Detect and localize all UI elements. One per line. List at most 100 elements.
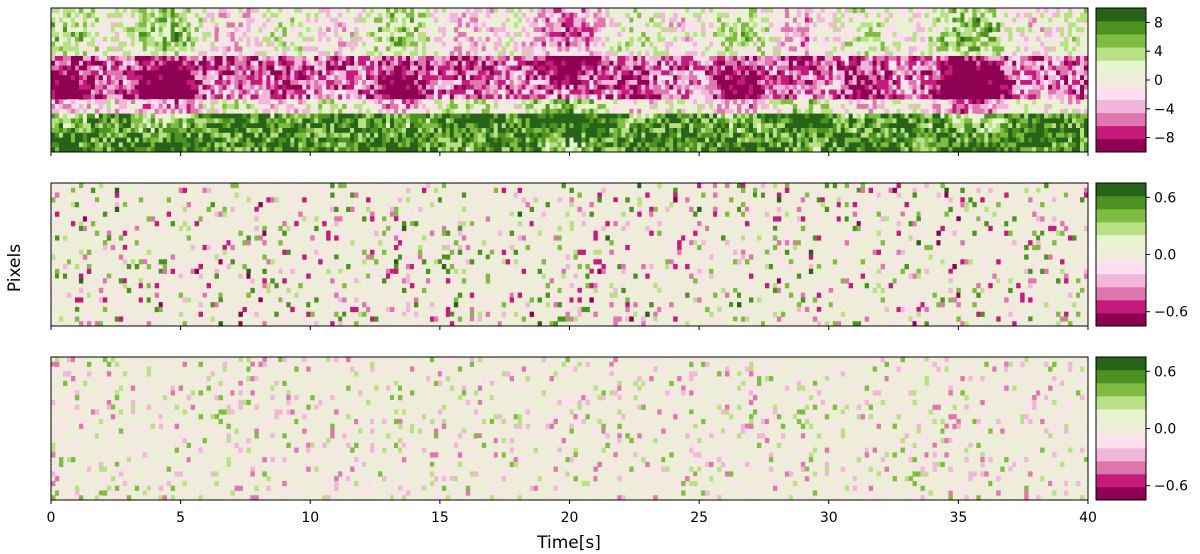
- heatmap-cell: [725, 108, 730, 114]
- heatmap-cell: [266, 36, 271, 42]
- heatmap-cell: [441, 123, 447, 129]
- heatmap-cell: [609, 51, 614, 57]
- heatmap-cell: [717, 32, 722, 38]
- heatmap-cell: [469, 142, 475, 148]
- heatmap-cell: [190, 84, 195, 90]
- heatmap-cell: [326, 36, 331, 42]
- heatmap-cell: [489, 137, 495, 143]
- heatmap-cell: [86, 41, 92, 47]
- heatmap-cell: [489, 108, 495, 114]
- heatmap-cell: [577, 70, 582, 76]
- heatmap-cell: [182, 8, 188, 14]
- heatmap-cell: [218, 132, 223, 138]
- heatmap-cell: [362, 89, 367, 95]
- heatmap-cell: [266, 56, 271, 62]
- heatmap-cell: [310, 12, 315, 18]
- heatmap-cell: [186, 65, 191, 71]
- heatmap-cell: [282, 142, 287, 148]
- heatmap-cell: [697, 75, 702, 81]
- heatmap-cell: [425, 27, 431, 33]
- heatmap-cell: [150, 22, 156, 28]
- heatmap-cell: [362, 118, 367, 124]
- heatmap-cell: [386, 41, 391, 47]
- heatmap-cell: [166, 51, 172, 57]
- heatmap-cell: [545, 132, 550, 138]
- heatmap-cell: [469, 75, 475, 81]
- heatmap-cell: [733, 27, 738, 33]
- heatmap-cell: [764, 104, 770, 110]
- heatmap-cell: [330, 56, 335, 62]
- heatmap-cell: [701, 80, 706, 86]
- heatmap-cell: [537, 65, 542, 71]
- heatmap-cell: [497, 147, 503, 153]
- heatmap-cell: [74, 142, 80, 148]
- heatmap-cell: [768, 8, 774, 14]
- heatmap-cell: [605, 108, 610, 114]
- heatmap-cell: [286, 75, 291, 81]
- heatmap-cell: [138, 128, 144, 134]
- heatmap-cell: [633, 113, 638, 119]
- heatmap-cell: [677, 94, 682, 100]
- heatmap-cell: [62, 12, 68, 18]
- heatmap-cell: [441, 56, 447, 62]
- heatmap-cell: [441, 27, 447, 33]
- heatmap-cell: [82, 17, 88, 23]
- heatmap-cell: [760, 41, 766, 47]
- heatmap-cell: [445, 75, 451, 81]
- heatmap-cell: [405, 123, 411, 129]
- heatmap-cell: [250, 12, 255, 18]
- heatmap-cell: [437, 80, 443, 86]
- heatmap-cell: [346, 108, 351, 114]
- heatmap-cell: [254, 46, 259, 52]
- heatmap-cell: [553, 94, 558, 100]
- heatmap-cell: [158, 70, 164, 76]
- heatmap-cell: [382, 36, 387, 42]
- heatmap-cell: [218, 84, 223, 90]
- heatmap-cell: [772, 89, 778, 95]
- heatmap-cell: [286, 17, 291, 23]
- heatmap-cell: [585, 118, 590, 124]
- heatmap-cell: [286, 118, 291, 124]
- heatmap-cell: [210, 46, 215, 52]
- heatmap-cell: [780, 51, 786, 57]
- heatmap-cell: [370, 65, 375, 71]
- heatmap-cell: [685, 17, 690, 23]
- heatmap-cell: [350, 147, 355, 153]
- heatmap-cell: [768, 118, 774, 124]
- heatmap-cell: [429, 123, 435, 129]
- heatmap-cell: [665, 51, 670, 57]
- heatmap-cell: [114, 142, 120, 148]
- heatmap-cell: [266, 65, 271, 71]
- heatmap-cell: [453, 27, 459, 33]
- heatmap-cell: [366, 51, 371, 57]
- heatmap-cell: [685, 22, 690, 28]
- heatmap-cell: [744, 113, 750, 119]
- heatmap-cell: [637, 147, 642, 153]
- heatmap-cell: [394, 70, 399, 76]
- heatmap-cell: [637, 132, 642, 138]
- heatmap-cell: [302, 142, 307, 148]
- heatmap-cell: [354, 80, 359, 86]
- heatmap-cell: [218, 142, 223, 148]
- heatmap-cell: [461, 118, 467, 124]
- heatmap-cell: [553, 65, 558, 71]
- heatmap-cell: [134, 113, 140, 119]
- heatmap-cell: [238, 46, 243, 52]
- heatmap-cell: [198, 89, 203, 95]
- heatmap-cell: [302, 123, 307, 129]
- heatmap-cell: [242, 128, 247, 134]
- heatmap-cell: [114, 36, 120, 42]
- heatmap-cell: [302, 70, 307, 76]
- heatmap-cell: [138, 36, 144, 42]
- heatmap-cell: [190, 132, 195, 138]
- heatmap-cell: [545, 128, 550, 134]
- heatmap-cell: [461, 12, 467, 18]
- heatmap-cell: [585, 46, 590, 52]
- heatmap-cell: [744, 118, 750, 124]
- heatmap-cell: [346, 70, 351, 76]
- heatmap-cell: [645, 113, 650, 119]
- heatmap-cell: [477, 36, 483, 42]
- heatmap-cell: [505, 65, 511, 71]
- heatmap-cell: [54, 147, 60, 153]
- heatmap-cell: [733, 99, 738, 105]
